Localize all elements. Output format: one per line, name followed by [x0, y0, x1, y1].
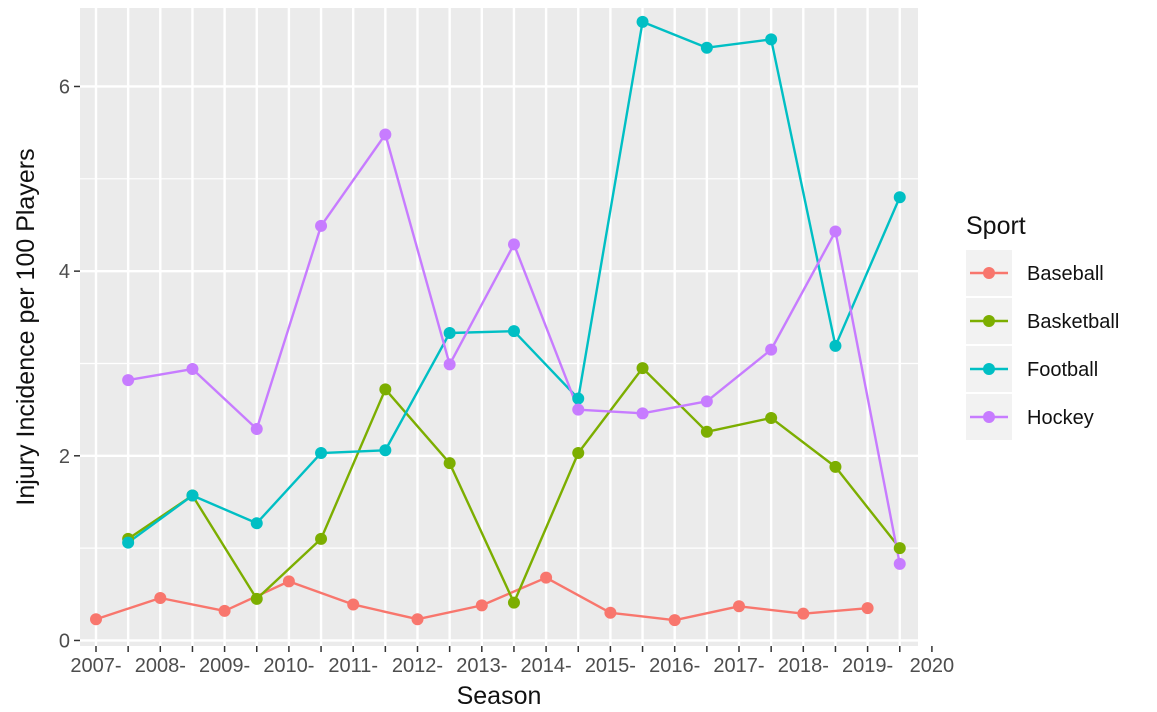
- data-point-baseball: [668, 614, 681, 627]
- data-point-baseball: [347, 598, 360, 611]
- data-point-basketball: [443, 457, 456, 470]
- data-point-hockey: [186, 363, 199, 376]
- x-axis-title: Season: [457, 682, 542, 710]
- data-point-baseball: [540, 571, 553, 584]
- legend-title: Sport: [966, 212, 1026, 240]
- data-point-football: [315, 447, 328, 460]
- data-point-football: [636, 15, 649, 28]
- data-point-hockey: [250, 423, 263, 436]
- data-point-basketball: [893, 542, 906, 555]
- y-tick-label: 2: [59, 446, 70, 468]
- legend-label-basketball: Basketball: [1027, 311, 1119, 333]
- data-point-hockey: [122, 374, 135, 387]
- x-tick-label: 2009-: [199, 655, 250, 677]
- legend-label-hockey: Hockey: [1027, 407, 1094, 429]
- y-axis: 0 2 4 6: [59, 76, 80, 652]
- grid-minor: [80, 178, 918, 549]
- legend: Sport Baseball Basketball Football Hockey: [966, 212, 1119, 440]
- data-point-hockey: [379, 128, 392, 141]
- legend-item-baseball: Baseball: [966, 250, 1104, 296]
- legend-item-football: Football: [966, 346, 1098, 392]
- x-tick-label: 2010-: [263, 655, 314, 677]
- data-point-football: [186, 489, 199, 502]
- x-tick-label: 2019-: [842, 655, 893, 677]
- x-tick-label: 2012-: [392, 655, 443, 677]
- y-tick-label: 4: [59, 261, 70, 283]
- x-tick-label: 2007-: [70, 655, 121, 677]
- y-axis-title: Injury Incidence per 100 Players: [12, 148, 40, 505]
- legend-key-point-baseball: [983, 267, 995, 279]
- legend-item-hockey: Hockey: [966, 394, 1094, 440]
- legend-key-point-football: [983, 363, 995, 375]
- x-tick-label: 2016-: [649, 655, 700, 677]
- data-point-football: [122, 536, 135, 549]
- data-point-basketball: [829, 460, 842, 473]
- data-point-baseball: [475, 599, 488, 612]
- data-point-hockey: [636, 407, 649, 420]
- data-point-basketball: [315, 532, 328, 545]
- legend-label-football: Football: [1027, 359, 1098, 381]
- data-point-football: [507, 325, 520, 338]
- data-point-hockey: [829, 225, 842, 238]
- data-point-hockey: [572, 403, 585, 416]
- data-point-hockey: [315, 219, 328, 232]
- plot-panel: [80, 8, 918, 646]
- data-point-baseball: [733, 600, 745, 613]
- data-point-basketball: [636, 362, 649, 375]
- data-point-basketball: [379, 383, 392, 396]
- data-point-basketball: [765, 411, 778, 424]
- data-point-football: [829, 339, 842, 352]
- data-point-basketball: [700, 425, 713, 438]
- data-point-baseball: [90, 613, 102, 626]
- data-point-hockey: [443, 358, 456, 371]
- data-point-hockey: [765, 343, 778, 356]
- x-tick-label: 2008-: [135, 655, 186, 677]
- data-point-baseball: [861, 602, 874, 615]
- x-axis: 2007- 2008- 2009- 2010- 2011- 2012- 2013- 2014-…: [70, 646, 954, 677]
- data-point-hockey: [507, 238, 520, 251]
- legend-items: Baseball Basketball Football Hockey: [966, 250, 1119, 440]
- y-tick-label: 0: [59, 630, 70, 652]
- data-point-football: [379, 444, 392, 457]
- data-point-basketball: [507, 596, 520, 609]
- data-point-basketball: [250, 592, 263, 605]
- data-point-baseball: [604, 606, 617, 619]
- data-point-baseball: [797, 607, 810, 620]
- data-point-basketball: [572, 447, 585, 460]
- legend-key-point-hockey: [983, 411, 995, 423]
- data-point-baseball: [218, 604, 231, 617]
- data-point-football: [893, 191, 906, 204]
- data-point-baseball: [411, 613, 424, 626]
- x-tick-label: 2014-: [521, 655, 572, 677]
- data-point-football: [572, 392, 585, 405]
- legend-label-baseball: Baseball: [1027, 263, 1104, 285]
- x-tick-label: 2018-: [778, 655, 829, 677]
- data-point-football: [700, 41, 713, 54]
- data-point-hockey: [700, 395, 713, 408]
- x-tick-label: 2013-: [456, 655, 507, 677]
- data-point-football: [443, 327, 456, 340]
- data-point-baseball: [154, 591, 167, 604]
- series-points: [90, 15, 906, 627]
- data-point-hockey: [893, 557, 906, 570]
- legend-item-basketball: Basketball: [966, 298, 1119, 344]
- x-tick-label: 2011-: [328, 655, 378, 677]
- x-tick-label: 2017-: [713, 655, 764, 677]
- data-point-baseball: [282, 575, 295, 588]
- x-tick-label: 2020: [910, 655, 955, 677]
- legend-key-point-basketball: [983, 315, 995, 327]
- data-point-football: [250, 517, 263, 530]
- y-tick-label: 6: [59, 76, 70, 98]
- x-tick-label: 2015-: [585, 655, 636, 677]
- data-point-football: [765, 33, 778, 46]
